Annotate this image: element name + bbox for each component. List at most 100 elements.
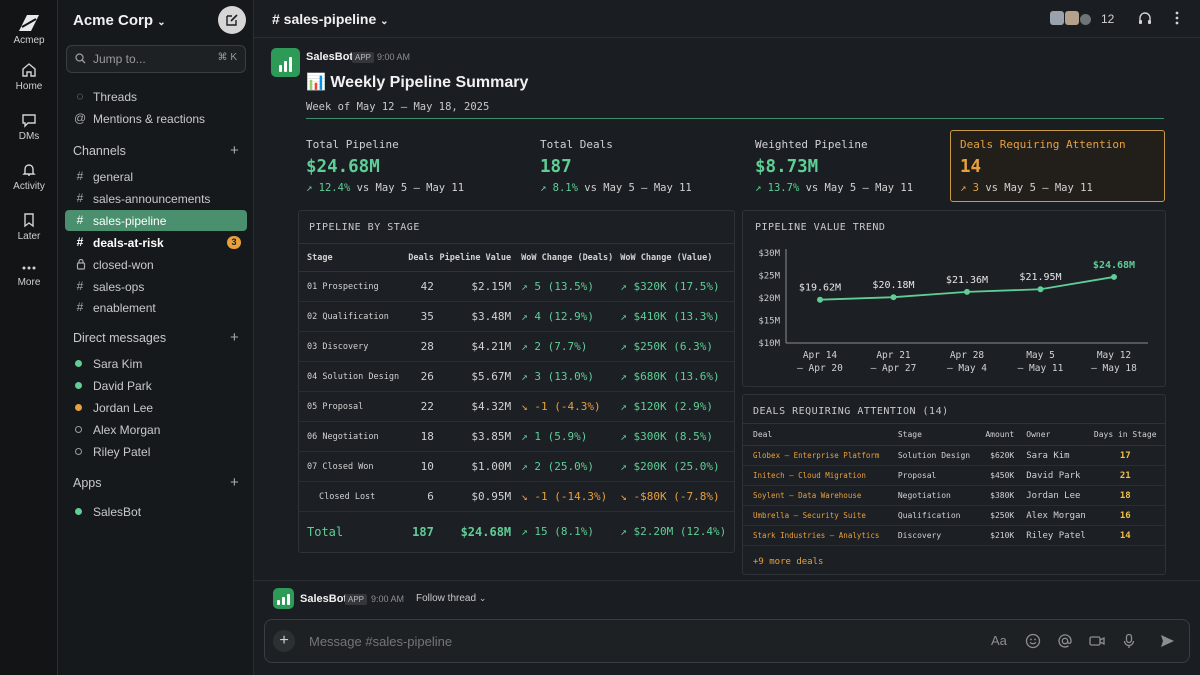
compose-button[interactable] (218, 6, 246, 34)
thread-author[interactable]: SalesBot (300, 593, 348, 605)
add-dm-icon[interactable]: + (230, 329, 239, 346)
sidebar-item-sales-pipeline[interactable]: # sales-pipeline (65, 210, 247, 231)
rail-activity[interactable]: Activity (0, 162, 58, 192)
table-row[interactable]: Stark Industries – Analytics Discovery $21… (743, 526, 1165, 546)
kebab-menu-icon[interactable] (1174, 10, 1180, 26)
channel-label: general (93, 170, 134, 184)
deals-cell: 26 (420, 370, 434, 383)
message-time[interactable]: 9:00 AM (377, 52, 411, 62)
deal-link[interactable]: Stark Industries – Analytics (753, 531, 880, 540)
dm-label: Riley Patel (93, 445, 151, 459)
channel-label: closed-won (93, 258, 154, 272)
add-channel-icon[interactable]: + (230, 142, 239, 159)
table-row[interactable]: Globex – Enterprise Platform Solution Des… (743, 446, 1165, 466)
kpi-delta-value: 13.7% (767, 182, 800, 194)
sidebar-item-closed-won[interactable]: closed-won (65, 254, 247, 275)
table-row: 06 Negotiation 18 $3.85M ↗ 1 (5.9%) ↗ $300K … (299, 422, 734, 452)
sidebar-item-sales-announcements[interactable]: # sales-announcements (65, 188, 247, 209)
add-app-icon[interactable]: + (230, 474, 239, 491)
divider (306, 118, 1164, 119)
bar-chart-icon (284, 61, 287, 72)
wow-value-cell: ↗ $410K (13.3%) (620, 302, 734, 332)
kpi-value: 187 (540, 157, 572, 177)
salesbot-avatar-small[interactable] (273, 588, 294, 609)
mention-icon[interactable] (1057, 633, 1073, 649)
follow-thread-button[interactable]: Follow thread ⌄ (416, 593, 486, 604)
workspace-name: Acme Corp (73, 12, 154, 29)
bar-chart-icon (277, 600, 280, 605)
video-icon[interactable] (1089, 633, 1106, 649)
rail-home[interactable]: Home (0, 62, 58, 92)
headphones-icon[interactable] (1137, 10, 1153, 26)
total-wow-value: ↗ $2.20M (12.4%) (620, 512, 734, 552)
rail-later[interactable]: Later (0, 212, 58, 242)
arrow-up-icon: ↗ (306, 182, 313, 194)
sidebar-item-dm-david-park[interactable]: David Park (65, 375, 247, 396)
deal-link[interactable]: Initech – Cloud Migration (753, 471, 866, 480)
wow-deals-value: 3 (13.0%) (534, 370, 595, 383)
sidebar-item-dm-alex-morgan[interactable]: Alex Morgan (65, 419, 247, 440)
workspace-menu[interactable]: Acme Corp ⌄ (73, 12, 166, 29)
sidebar-item-deals-at-risk[interactable]: # deals-at-risk 3 (65, 232, 247, 253)
panel-title: PIPELINE BY STAGE (309, 222, 420, 233)
workspace-short-label: Acmep (13, 35, 45, 46)
deal-owner: Sara Kim (1026, 450, 1070, 461)
attach-plus-button[interactable]: + (273, 630, 295, 652)
jump-to-search[interactable]: Jump to... ⌘ K (66, 45, 246, 73)
days-in-stage: 14 (1119, 530, 1131, 541)
table-row[interactable]: Initech – Cloud Migration Proposal $450K Da… (743, 466, 1165, 486)
message-input[interactable] (309, 630, 909, 652)
deal-owner: Riley Patel (1026, 530, 1086, 541)
dm-label: Sara Kim (93, 357, 143, 371)
sidebar-item-sales-ops[interactable]: # sales-ops (65, 276, 247, 297)
sidebar-item-threads[interactable]: ◌ Threads (65, 86, 247, 107)
wow-deals-value: 5 (13.5%) (534, 280, 595, 293)
apps-header[interactable]: Apps (73, 476, 102, 490)
emoji-icon[interactable] (1025, 633, 1041, 649)
days-in-stage: 17 (1119, 450, 1131, 461)
deal-link[interactable]: Globex – Enterprise Platform (753, 451, 880, 460)
channels-header[interactable]: Channels (73, 144, 126, 158)
follow-thread-label: Follow thread (416, 593, 477, 604)
format-text-button[interactable]: Aa (991, 633, 1007, 648)
deal-link[interactable]: Soylent – Data Warehouse (753, 491, 862, 500)
sidebar-item-dm-sara-kim[interactable]: Sara Kim (65, 353, 247, 374)
deal-stage: Proposal (897, 471, 937, 480)
member-count[interactable]: 12 (1101, 12, 1115, 26)
rail-more-label: More (17, 277, 41, 288)
sidebar-item-mentions[interactable]: @ Mentions & reactions (65, 108, 247, 129)
rail-more[interactable]: More (0, 262, 58, 288)
days-in-stage: 18 (1119, 490, 1131, 501)
table-row[interactable]: Soylent – Data Warehouse Negotiation $380K… (743, 486, 1165, 506)
sidebar-item-enablement[interactable]: # enablement (65, 297, 247, 318)
deals-cell: 6 (427, 490, 434, 503)
more-deals-link[interactable]: +9 more deals (753, 557, 824, 567)
total-deals: 187 (412, 524, 434, 539)
sidebar-item-app-salesbot[interactable]: SalesBot (65, 501, 247, 522)
table-row: 07 Closed Won 10 $1.00M ↗ 2 (25.0%) ↗ $200K … (299, 452, 734, 482)
table-row[interactable]: Umbrella – Security Suite Qualification $2… (743, 506, 1165, 526)
deal-link[interactable]: Umbrella – Security Suite (753, 511, 866, 520)
data-point (1111, 273, 1117, 280)
sidebar-item-dm-riley-patel[interactable]: Riley Patel (65, 441, 247, 462)
y-tick-label: $15M (758, 317, 780, 327)
x-tick-label: – May 11 (1018, 363, 1064, 374)
channel-title[interactable]: # sales-pipeline ⌄ (272, 11, 389, 27)
deal-amount: $250K (990, 511, 1015, 520)
member-avatars[interactable] (1050, 11, 1092, 25)
rail-dms[interactable]: DMs (0, 112, 58, 142)
microphone-icon[interactable] (1122, 633, 1136, 649)
wow-value-cell: ↘ -$80K (-7.8%) (620, 482, 734, 512)
kpi-value: $24.68M (306, 157, 380, 177)
thread-time[interactable]: 9:00 AM (371, 594, 405, 604)
sidebar-item-general[interactable]: # general (65, 166, 247, 187)
dm-header[interactable]: Direct messages (73, 331, 167, 345)
arrow-up-icon: ↗ (620, 310, 627, 323)
kpi-compare: vs May 5 – May 11 (805, 182, 914, 194)
column-header: WoW Change (Value) (620, 252, 713, 263)
send-icon[interactable] (1159, 633, 1175, 649)
workspace-switcher[interactable]: Acmep (0, 14, 58, 46)
salesbot-avatar[interactable] (271, 48, 300, 77)
sidebar-item-dm-jordan-lee[interactable]: Jordan Lee (65, 397, 247, 418)
message-author[interactable]: SalesBot (306, 51, 354, 63)
